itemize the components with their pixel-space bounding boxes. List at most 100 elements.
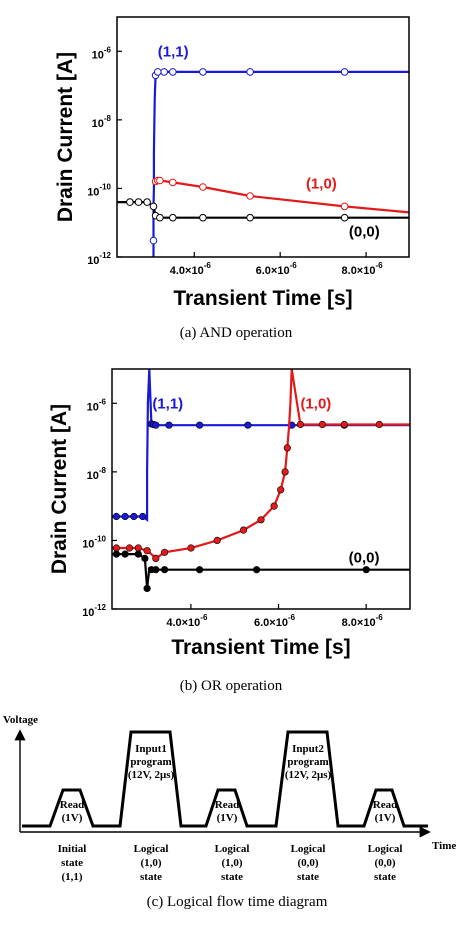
pulse-label: program <box>287 756 328 768</box>
data-point <box>196 421 204 429</box>
data-point <box>165 421 173 429</box>
state-label: Initial <box>58 843 87 855</box>
pulse-label: (1V) <box>217 812 238 824</box>
and-plot-frame <box>116 16 410 258</box>
pulse-label: Read <box>60 799 84 811</box>
pulse-label: Read <box>373 799 397 811</box>
state-label: state <box>140 871 162 883</box>
data-point <box>196 566 204 574</box>
data-point <box>318 420 327 429</box>
data-point <box>340 68 349 76</box>
y-tick-label: 10-8 <box>92 114 112 130</box>
data-point <box>161 566 169 574</box>
data-point <box>152 421 160 429</box>
data-point <box>169 178 177 187</box>
or-annotations: (1,1) (1,0) (0,0) <box>152 396 379 567</box>
state-label: state <box>297 871 319 883</box>
y-tick-label: 10-8 <box>87 466 107 482</box>
data-point <box>362 566 370 574</box>
state-label: Logical <box>215 843 250 855</box>
x-tick-label: 4.0×10-6 <box>170 261 212 277</box>
pulse-label: Input2 <box>292 743 324 755</box>
logical-flow-diagram: Voltage Time Read (1V) Input1 program(12V, … <box>3 714 456 910</box>
x-tick-label: 8.0×10-6 <box>342 613 384 629</box>
x-tick-label: 6.0×10-6 <box>254 613 296 629</box>
chart-and-operation: 10-6 10-8 10-10 10-12 4.0×10-6 6.0×10-6 8.0×10… <box>54 16 410 341</box>
data-point <box>199 183 207 191</box>
data-point <box>199 213 207 222</box>
data-point <box>121 512 129 521</box>
data-point <box>187 544 195 552</box>
data-point <box>161 548 169 556</box>
or-series-group <box>112 369 410 593</box>
y-tick-label: 10-10 <box>87 182 111 198</box>
state-label: (1,0) <box>221 857 242 869</box>
data-point <box>134 550 142 558</box>
series-annotation: (1,0) <box>300 396 331 413</box>
data-point <box>253 566 261 574</box>
y-tick-label: 10-10 <box>82 534 106 550</box>
data-point <box>340 420 348 429</box>
state-labels: Initial state (1,1) Logical (1,0) state Logica… <box>58 843 403 883</box>
state-label: state <box>374 871 396 883</box>
data-point <box>296 420 305 429</box>
time-label: Time <box>432 840 456 852</box>
x-tick-label: 8.0×10-6 <box>342 261 384 277</box>
data-point <box>134 544 142 552</box>
voltage-waveform <box>22 730 428 828</box>
data-point <box>246 68 254 76</box>
series-line-11 <box>112 369 410 522</box>
or-plot-frame <box>111 368 411 610</box>
data-point <box>152 566 160 574</box>
and-series-group <box>117 68 409 257</box>
pulse-label: (12V, 2μs) <box>285 769 332 781</box>
data-point <box>126 198 134 206</box>
data-point <box>340 213 349 222</box>
data-point <box>199 68 207 76</box>
data-point <box>375 420 383 429</box>
data-point <box>277 486 285 494</box>
y-tick-label: 10-6 <box>87 397 107 413</box>
y-tick-label: 10-12 <box>87 251 111 267</box>
data-point <box>125 544 134 552</box>
state-label: (0,0) <box>297 857 318 869</box>
and-x-axis-label: Transient Time [s] <box>173 287 352 310</box>
x-tick-label: 4.0×10-6 <box>166 613 208 629</box>
data-point <box>213 536 221 545</box>
and-caption: (a) AND operation <box>180 325 293 341</box>
state-label: state <box>61 857 83 869</box>
series-annotation: (0,0) <box>349 223 380 240</box>
y-tick-label: 10-6 <box>92 45 112 61</box>
state-label: Logical <box>291 843 326 855</box>
state-label: (0,0) <box>374 857 395 869</box>
pulse-label: Input1 <box>135 743 167 755</box>
data-point <box>149 236 158 245</box>
data-point <box>239 526 248 534</box>
series-annotation: (1,1) <box>158 44 189 61</box>
data-point <box>139 512 147 521</box>
state-label: (1,1) <box>61 871 82 883</box>
data-point <box>143 584 151 593</box>
and-ticks: 10-6 10-8 10-10 10-12 4.0×10-6 6.0×10-6 8.0×10… <box>87 45 383 277</box>
data-point <box>154 68 162 76</box>
series-line-10 <box>155 179 409 214</box>
and-annotations: (1,1) (1,0) (0,0) <box>158 44 380 241</box>
data-point <box>130 512 138 521</box>
data-point <box>244 421 252 429</box>
data-point <box>340 202 349 211</box>
state-label: Logical <box>134 843 169 855</box>
y-tick-label: 10-12 <box>82 603 106 619</box>
data-point <box>160 68 168 76</box>
data-point <box>156 176 164 185</box>
voltage-label: Voltage <box>3 714 38 726</box>
data-point <box>121 550 129 558</box>
data-point <box>149 202 158 211</box>
or-x-axis-label: Transient Time [s] <box>171 636 350 659</box>
and-y-axis-label: Drain Current [A] <box>54 52 77 222</box>
or-ticks: 10-6 10-8 10-10 10-12 4.0×10-6 6.0×10-6 8.0×10… <box>82 397 383 629</box>
data-point <box>134 198 143 206</box>
data-point <box>169 213 177 222</box>
data-point <box>169 68 177 76</box>
